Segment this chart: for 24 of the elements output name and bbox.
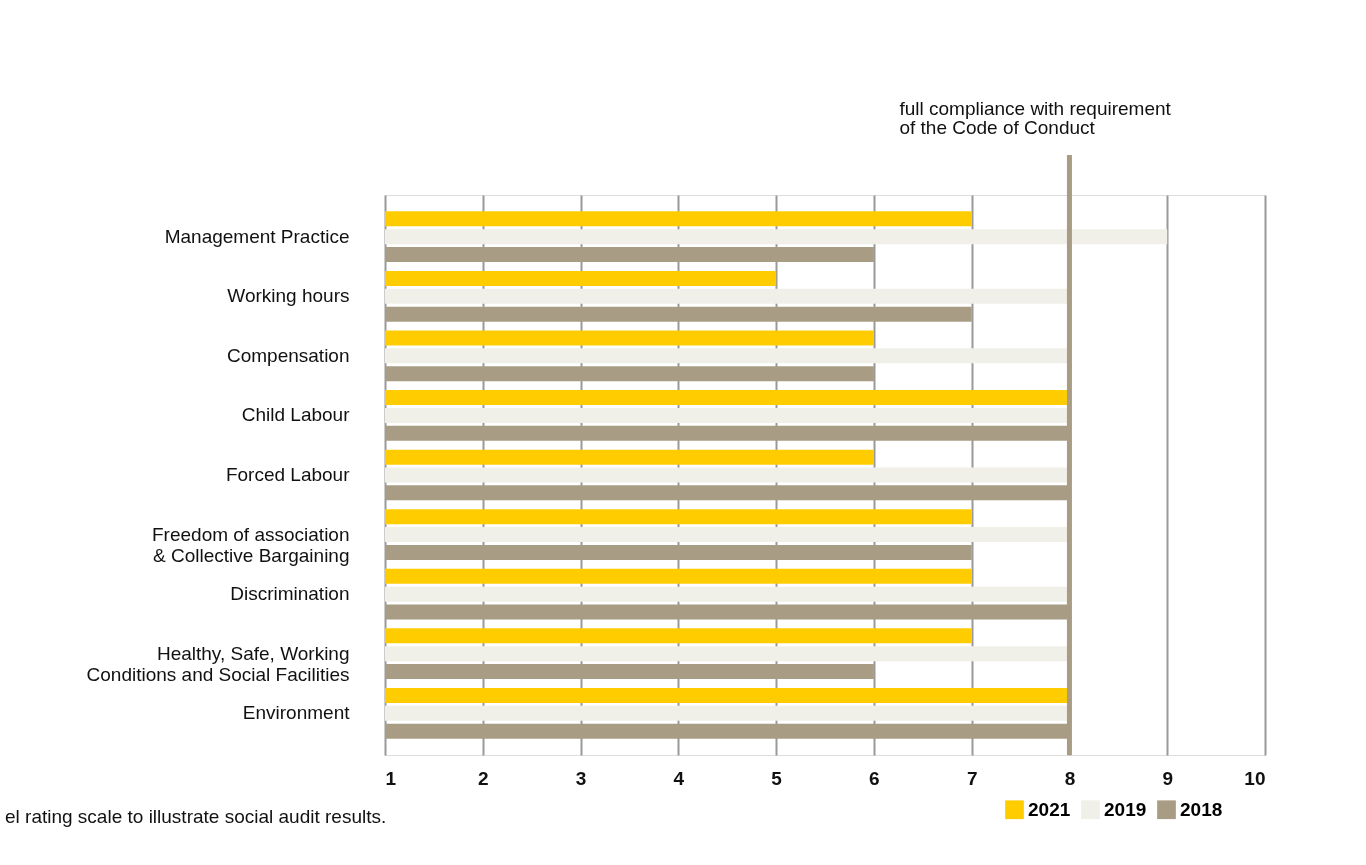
y-tick-label: Working hours xyxy=(227,285,350,307)
x-tick-label: 9 xyxy=(1162,767,1174,789)
y-tick-label: Management Practice xyxy=(164,225,350,247)
ref-line-label: full compliance with requirement of the Code of Conduct xyxy=(899,98,1172,138)
x-tick-label: 2 xyxy=(477,767,489,789)
legend-label: 2021 xyxy=(1028,798,1071,820)
y-tick-label: Compensation xyxy=(226,344,350,366)
legend-label: 2019 xyxy=(1104,798,1147,820)
x-tick-label: 8 xyxy=(1064,767,1076,789)
y-tick-label: Environment xyxy=(242,702,351,724)
y-tick-label: Healthy, Safe, Working Conditions and Social Facilities xyxy=(86,642,350,685)
x-tick-label: 1 xyxy=(385,767,397,789)
x-tick-label: 4 xyxy=(673,767,685,789)
x-tick-label: 6 xyxy=(869,767,880,789)
y-tick-label: Child Labour xyxy=(241,404,351,426)
legend-label: 2018 xyxy=(1180,798,1223,820)
y-tick-label: Forced Labour xyxy=(225,464,351,485)
x-tick-label: 7 xyxy=(966,767,978,789)
text: el rating scale to illustrate social audit results. xyxy=(5,806,387,827)
x-tick-label: 10 xyxy=(1244,767,1266,789)
x-tick-label: 5 xyxy=(771,767,783,789)
x-tick-label: 3 xyxy=(575,767,587,789)
y-tick-label: Discrimination xyxy=(230,583,350,605)
y-tick-label: Freedom of association & Collective Bargaining xyxy=(152,523,350,566)
